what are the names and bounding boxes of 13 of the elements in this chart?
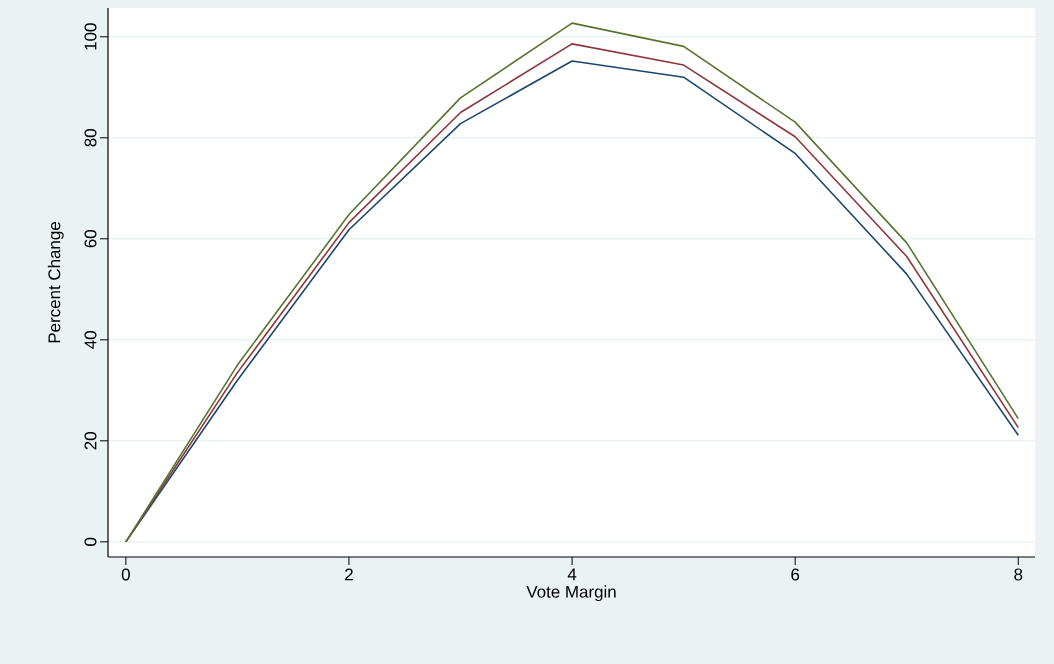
x-tick-label: 6 <box>791 568 800 581</box>
x-tick-label: 8 <box>1014 568 1023 581</box>
y-tick-label: 20 <box>84 432 97 450</box>
x-axis-title: Vote Margin <box>526 585 616 602</box>
y-tick-label: 60 <box>84 230 97 248</box>
x-tick-label: 2 <box>345 568 353 581</box>
y-axis-title: Percent Change <box>47 222 64 343</box>
x-tick-label: 0 <box>121 568 130 581</box>
x-tick-label: 4 <box>567 568 577 581</box>
y-tick-label: 0 <box>84 537 97 546</box>
y-tick-label: 80 <box>84 129 97 147</box>
y-tick-label: 100 <box>84 23 97 50</box>
y-tick-label: 40 <box>84 331 97 349</box>
